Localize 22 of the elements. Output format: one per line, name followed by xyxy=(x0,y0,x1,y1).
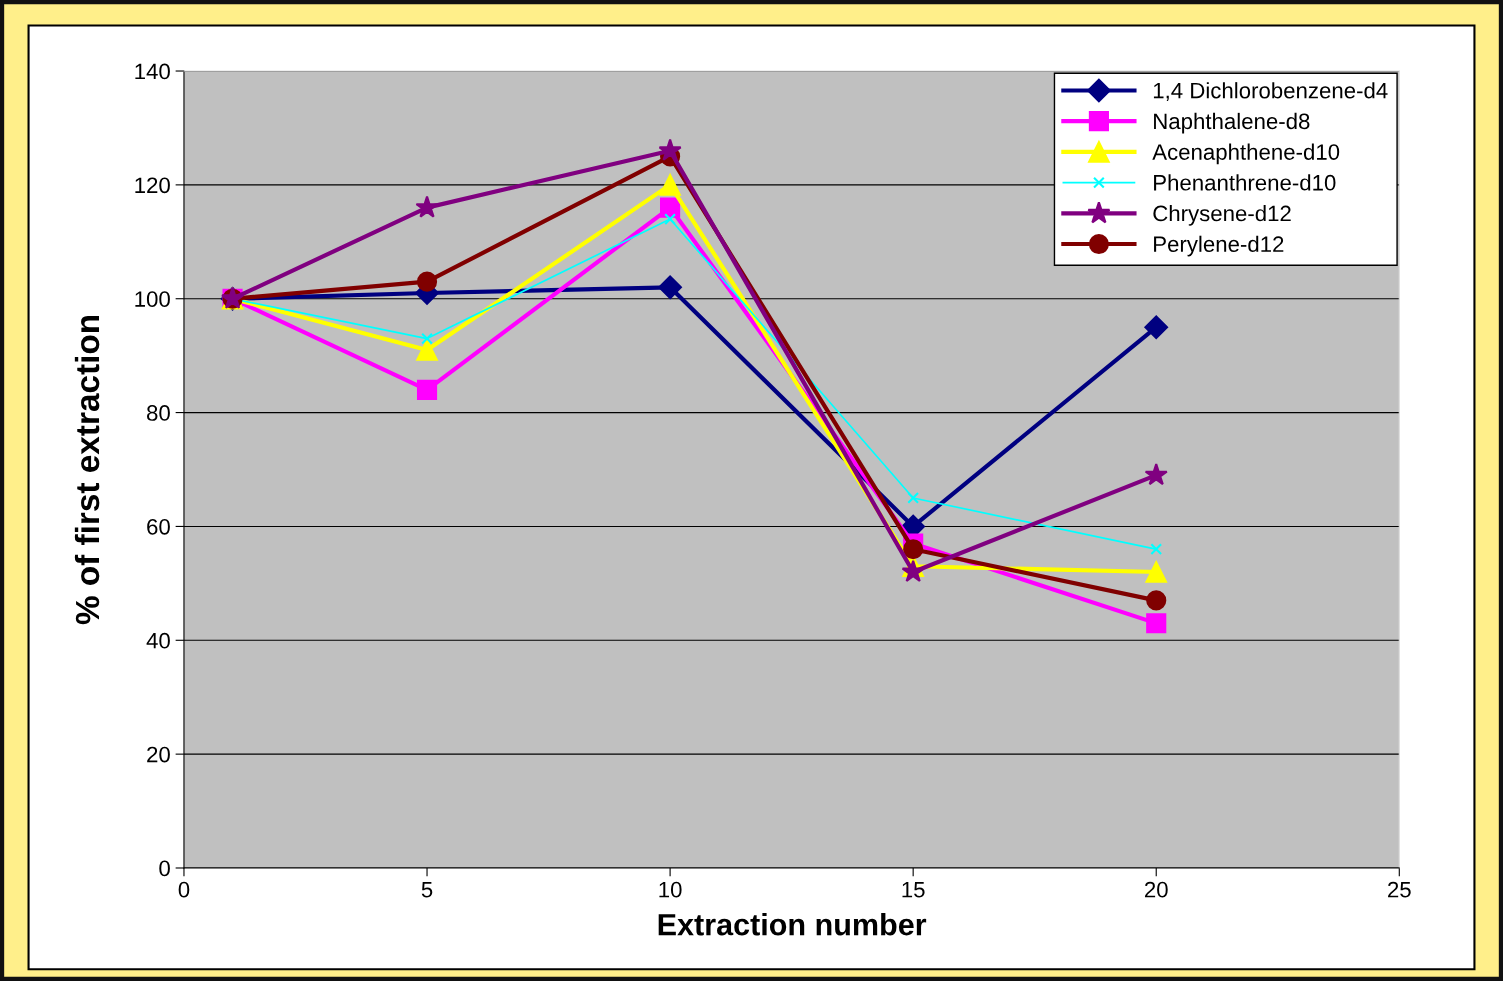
legend-label: 1,4 Dichlorobenzene-d4 xyxy=(1153,82,1388,102)
y-tick-label: 140 xyxy=(135,63,170,80)
legend-label: Naphthalene-d8 xyxy=(1154,112,1310,134)
y-axis-title: % of first extraction xyxy=(74,315,100,625)
y-tick-label: 0 xyxy=(159,860,170,877)
y-tick-label: 80 xyxy=(147,405,170,421)
x-tick-label: 0 xyxy=(178,881,190,898)
y-tick-label: 20 xyxy=(147,746,170,763)
legend-label: Acenaphthene-d10 xyxy=(1152,143,1340,165)
x-axis-title: Extraction number xyxy=(658,913,927,936)
legend-label: Phenanthrene-d10 xyxy=(1154,174,1336,191)
legend-label: Chrysene-d12 xyxy=(1153,205,1291,226)
y-tick-label: 120 xyxy=(135,177,170,194)
y-tick-label: 100 xyxy=(135,291,170,307)
x-tick-label: 15 xyxy=(902,882,925,898)
legend-label: Perylene-d12 xyxy=(1154,235,1284,257)
x-tick-label: 25 xyxy=(1388,881,1411,898)
y-tick-label: 60 xyxy=(147,518,170,535)
y-tick-label: 40 xyxy=(146,632,170,649)
x-tick-label: 5 xyxy=(421,882,433,898)
x-tick-label: 10 xyxy=(659,881,682,898)
x-tick-label: 20 xyxy=(1144,881,1168,898)
